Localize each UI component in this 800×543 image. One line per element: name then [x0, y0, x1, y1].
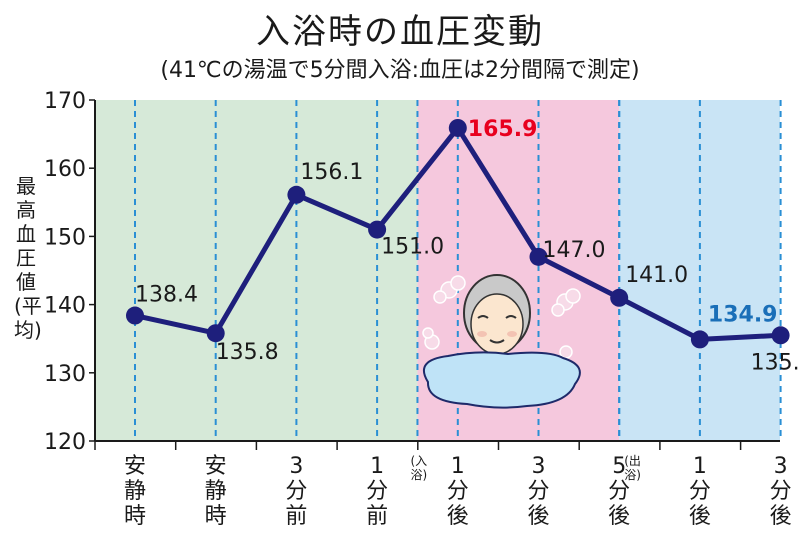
phase-marker-label: (出浴)	[624, 454, 641, 482]
y-tick-label: 160	[44, 157, 86, 182]
data-label: 156.1	[300, 160, 363, 185]
phase-backgrounds	[95, 100, 780, 441]
phase-pre-bg	[95, 100, 418, 441]
data-point	[610, 288, 629, 307]
y-tick-label: 170	[44, 89, 86, 114]
axes	[89, 99, 780, 450]
x-tick-label: 1分前	[366, 454, 389, 529]
data-point	[529, 247, 548, 266]
x-tick-label: 1分後	[688, 454, 711, 529]
data-label: 135.8	[216, 340, 279, 365]
data-label: 165.9	[468, 117, 538, 142]
y-tick-label: 150	[44, 225, 86, 250]
data-point	[206, 324, 225, 343]
x-tick-label: 3分後	[527, 454, 550, 529]
y-tick-label: 120	[44, 430, 86, 455]
x-tick-label: 安静時	[123, 454, 146, 529]
data-point	[287, 185, 306, 204]
x-tick-label: 3分後	[769, 454, 792, 529]
steam-right-icon	[551, 288, 581, 359]
chart-subtitle: (41℃の湯温で5分間入浴:血圧は2分間隔で測定)	[160, 58, 640, 83]
y-tick-label: 130	[44, 362, 86, 387]
x-tick-label: 5分後	[608, 454, 631, 529]
data-point	[126, 306, 144, 325]
vertical-gridlines	[134, 100, 782, 441]
chart-title: 入浴時の血圧変動	[256, 12, 544, 52]
steam-left-icon	[422, 275, 466, 350]
x-tick-label: 3分前	[285, 454, 308, 529]
data-label: 138.4	[135, 283, 198, 308]
data-label: 151.0	[381, 235, 444, 260]
y-axis-label: 最高血圧値(平均)	[14, 174, 42, 342]
data-point	[368, 220, 387, 239]
data-point	[448, 118, 467, 137]
data-labels: 138.4 135.8 156.1 151.0 165.9 147.0 141.0 134.9…	[135, 117, 800, 375]
data-points	[126, 118, 790, 349]
data-label: 134.9	[708, 302, 778, 327]
x-tick-label: 1分後	[446, 454, 469, 529]
y-tick-label: 140	[44, 294, 86, 319]
y-tick-labels: 120 130 140 150 160 170	[44, 89, 86, 455]
data-label: 141.0	[625, 263, 688, 288]
data-label: 147.0	[543, 238, 606, 263]
data-point	[690, 330, 709, 349]
person-in-bath-icon	[422, 274, 581, 409]
data-label: 135.5	[751, 350, 800, 375]
data-point	[771, 326, 790, 345]
phase-marker-label: (入浴)	[410, 454, 428, 482]
x-tick-label: 安静時	[204, 454, 227, 529]
